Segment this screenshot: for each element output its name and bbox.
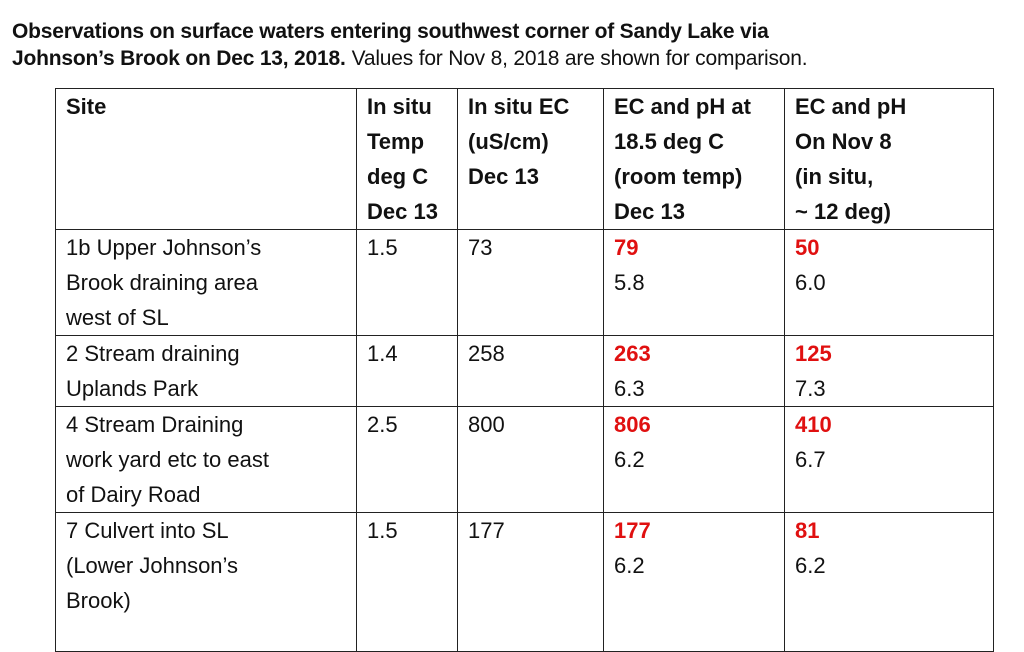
- header-line: deg C: [367, 164, 429, 189]
- header-line: On Nov 8: [795, 129, 892, 154]
- header-line: Dec 13: [468, 164, 539, 189]
- title-rest: Values for Nov 8, 2018 are shown for com…: [351, 47, 808, 70]
- site-line: of Dairy Road: [66, 482, 201, 507]
- site-line: 7 Culvert into SL: [66, 518, 229, 543]
- header-line: Dec 13: [367, 199, 438, 224]
- header-line: (in situ,: [795, 164, 874, 189]
- ec-value: 81: [795, 518, 820, 543]
- data-row: 4 Stream Draining work yard etc to east of…: [55, 406, 994, 513]
- ec-value: 177: [614, 518, 651, 543]
- header-cell: In situ Temp deg C Dec 13: [356, 88, 458, 230]
- nov8-cell: 50 6.0: [784, 229, 994, 336]
- ec-cell: 258: [457, 335, 604, 407]
- temp-cell: 1.4: [356, 335, 458, 407]
- header-line: Dec 13: [614, 199, 685, 224]
- site-line: work yard etc to east: [66, 447, 269, 472]
- header-cell: In situ EC (uS/cm) Dec 13: [457, 88, 604, 230]
- title-bold: Johnson’s Brook on Dec 13, 2018.: [12, 47, 346, 70]
- header-line: (room temp): [614, 164, 743, 189]
- data-row: 7 Culvert into SL (Lower Johnson’s Brook) 1…: [55, 512, 994, 652]
- ec-cell: 800: [457, 406, 604, 513]
- header-line: Site: [66, 94, 107, 119]
- ph-value: 6.7: [795, 447, 826, 472]
- ec-value: 263: [614, 341, 651, 366]
- nov8-cell: 125 7.3: [784, 335, 994, 407]
- title: Observations on surface waters entering …: [12, 18, 1012, 72]
- ph-value: 6.3: [614, 376, 645, 401]
- header-line: 18.5 deg C: [614, 129, 725, 154]
- ph-value: 7.3: [795, 376, 826, 401]
- ph-value: 6.2: [614, 553, 645, 578]
- ec-cell: 177: [457, 512, 604, 652]
- site-cell: 4 Stream Draining work yard etc to east of…: [55, 406, 357, 513]
- site-line: 1b Upper Johnson’s: [66, 235, 262, 260]
- dec13-cell: 806 6.2: [603, 406, 785, 513]
- header-line: EC and pH: [795, 94, 907, 119]
- site-line: Brook): [66, 588, 131, 613]
- header-cell: EC and pH On Nov 8 (in situ, ~ 12 deg): [784, 88, 994, 230]
- header-cell: Site: [55, 88, 357, 230]
- ec-value: 79: [614, 235, 639, 260]
- header-row: Site In situ Temp deg C Dec 13 In situ EC (uS/…: [55, 88, 994, 230]
- ec-value: 50: [795, 235, 820, 260]
- nov8-cell: 81 6.2: [784, 512, 994, 652]
- ec-value: 410: [795, 412, 832, 437]
- temp-cell: 1.5: [356, 229, 458, 336]
- site-line: west of SL: [66, 305, 169, 330]
- site-cell: 1b Upper Johnson’s Brook draining area wes…: [55, 229, 357, 336]
- site-line: 2 Stream draining: [66, 341, 240, 366]
- site-cell: 2 Stream draining Uplands Park: [55, 335, 357, 407]
- site-line: (Lower Johnson’s: [66, 553, 239, 578]
- header-line: EC and pH at: [614, 94, 751, 119]
- site-cell: 7 Culvert into SL (Lower Johnson’s Brook): [55, 512, 357, 652]
- header-line: (uS/cm): [468, 129, 549, 154]
- data-table: Site In situ Temp deg C Dec 13 In situ EC (uS/…: [55, 88, 994, 652]
- data-row: 1b Upper Johnson’s Brook draining area wes…: [55, 229, 994, 336]
- ec-value: 125: [795, 341, 832, 366]
- header-cell: EC and pH at 18.5 deg C (room temp) Dec 13: [603, 88, 785, 230]
- ph-value: 5.8: [614, 270, 645, 295]
- ec-value: 806: [614, 412, 651, 437]
- temp-cell: 2.5: [356, 406, 458, 513]
- header-line: In situ EC: [468, 94, 570, 119]
- temp-cell: 1.5: [356, 512, 458, 652]
- header-line: In situ: [367, 94, 432, 119]
- ph-value: 6.2: [614, 447, 645, 472]
- header-line: Temp: [367, 129, 425, 154]
- site-line: Uplands Park: [66, 376, 199, 401]
- ph-value: 6.0: [795, 270, 826, 295]
- title-bold: Observations on surface waters entering …: [12, 20, 769, 43]
- dec13-cell: 177 6.2: [603, 512, 785, 652]
- dec13-cell: 79 5.8: [603, 229, 785, 336]
- site-line: 4 Stream Draining: [66, 412, 244, 437]
- data-row: 2 Stream draining Uplands Park 1.4 258 263 6.…: [55, 335, 994, 407]
- ec-cell: 73: [457, 229, 604, 336]
- dec13-cell: 263 6.3: [603, 335, 785, 407]
- nov8-cell: 410 6.7: [784, 406, 994, 513]
- header-line: ~ 12 deg): [795, 199, 891, 224]
- site-line: Brook draining area: [66, 270, 259, 295]
- ph-value: 6.2: [795, 553, 826, 578]
